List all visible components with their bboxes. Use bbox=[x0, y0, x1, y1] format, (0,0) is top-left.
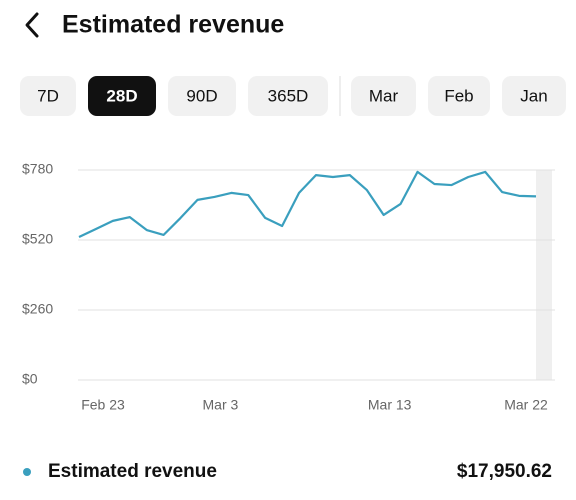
legend-marker bbox=[23, 468, 31, 476]
legend-label: Estimated revenue bbox=[48, 461, 217, 482]
data-line bbox=[78, 170, 537, 239]
page-title: Estimated revenue bbox=[62, 11, 284, 39]
summary-value: $17,950.62 bbox=[457, 461, 552, 482]
tab-label: 90D bbox=[186, 86, 217, 105]
tab-button[interactable] bbox=[248, 76, 328, 116]
y-tick-label: $260 bbox=[22, 301, 53, 317]
tab-label: Feb bbox=[444, 86, 473, 105]
tab-button[interactable] bbox=[351, 76, 416, 116]
back-button[interactable] bbox=[25, 12, 39, 38]
tab-label: 28D bbox=[106, 86, 137, 105]
x-tick-label: Mar 13 bbox=[368, 397, 412, 413]
tab-label: Mar bbox=[369, 86, 399, 105]
tab-label: Jan bbox=[520, 86, 547, 105]
x-tick-label: Feb 23 bbox=[81, 397, 125, 413]
partial-period-band bbox=[536, 170, 552, 380]
tab-button[interactable] bbox=[168, 76, 236, 116]
y-tick-label: $520 bbox=[22, 231, 53, 247]
tab-button[interactable] bbox=[428, 76, 490, 116]
tab-button[interactable] bbox=[88, 76, 156, 116]
x-tick-label: Mar 3 bbox=[203, 397, 239, 413]
x-tick-label: Mar 22 bbox=[504, 397, 548, 413]
tab-button[interactable] bbox=[20, 76, 76, 116]
y-tick-label: $0 bbox=[22, 371, 38, 387]
tab-label: 7D bbox=[37, 86, 59, 105]
y-tick-label: $780 bbox=[22, 161, 53, 177]
tab-button[interactable] bbox=[502, 76, 566, 116]
tab-label: 365D bbox=[268, 86, 309, 105]
